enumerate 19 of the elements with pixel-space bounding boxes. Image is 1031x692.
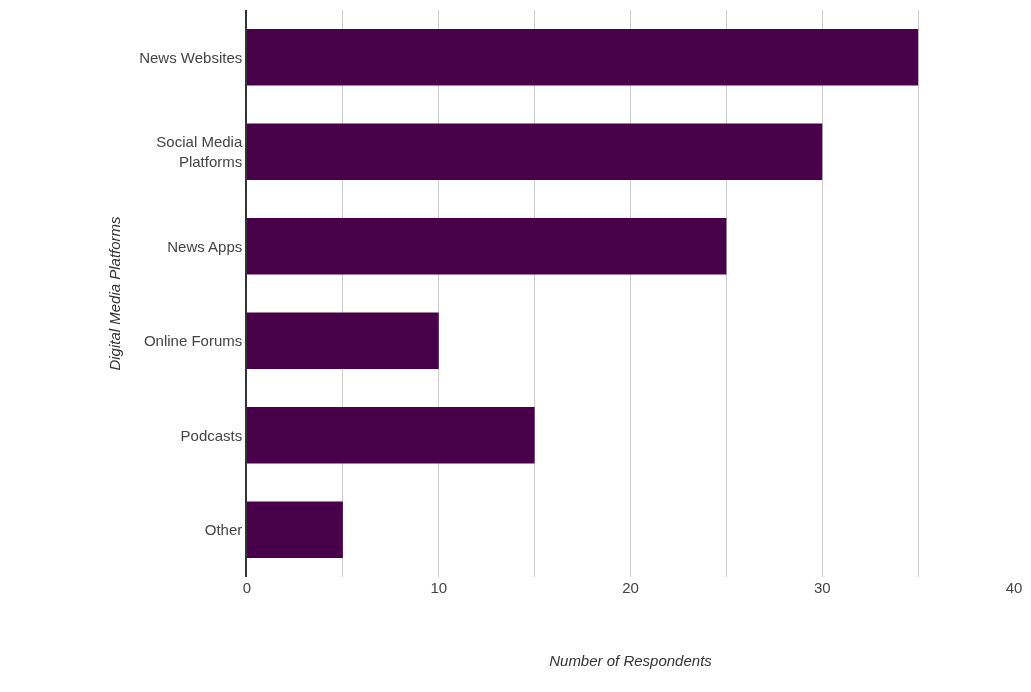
y-tick-label: Podcasts [180,426,243,444]
bar [247,217,727,275]
x-tick-label: 30 [813,579,831,596]
y-tick-label: News Apps [167,237,243,255]
bar [247,501,343,559]
x-axis-title: Number of Respondents [549,652,713,669]
y-tick-label: Other [204,521,243,538]
y-tick-label: Social Media Platforms [156,133,243,170]
y-tick-label: News Websites [139,48,243,66]
x-tick-label: 10 [430,579,448,596]
bar [247,312,439,370]
y-axis-title: Digital Media Platforms [105,215,123,371]
x-tick-label: 0 [242,579,252,596]
bar [247,406,535,464]
bar [247,28,919,86]
x-tick-label: 20 [622,579,639,596]
y-tick-label: Online Forums [143,332,243,349]
bar [247,123,823,181]
x-tick-label: 40 [1005,579,1023,596]
